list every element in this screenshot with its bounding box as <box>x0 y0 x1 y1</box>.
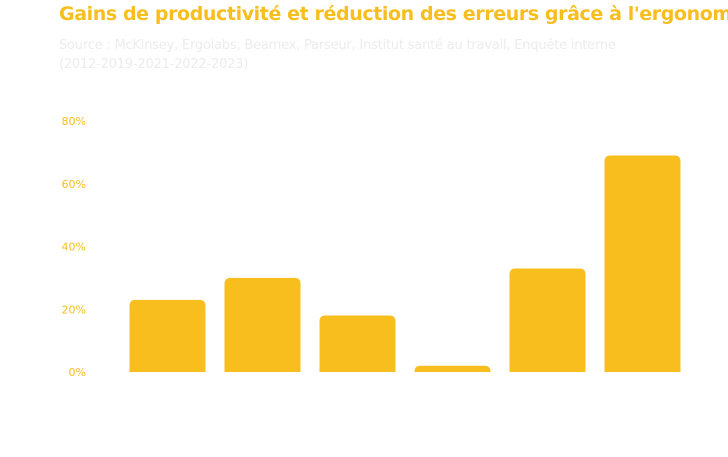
y-tick-label: 80% <box>62 115 86 128</box>
bar-4 <box>414 365 491 372</box>
bar-1 <box>129 299 206 372</box>
bars <box>129 155 681 372</box>
y-tick-label: 60% <box>62 178 86 191</box>
chart-title: Gains de productivité et réduction des e… <box>59 3 728 25</box>
y-tick-label: 20% <box>62 303 86 316</box>
y-tick-label: 0% <box>69 366 86 379</box>
bar-6 <box>604 155 681 372</box>
bar-2 <box>224 277 301 372</box>
y-tick-label: 40% <box>62 241 86 254</box>
bar-5 <box>509 268 586 372</box>
bar-3 <box>319 315 396 372</box>
chart-subtitle: Source : McKinsey, Ergolabs, Beamex, Par… <box>59 38 616 72</box>
y-axis: 0% 20% 40% 60% 80% <box>62 115 86 379</box>
